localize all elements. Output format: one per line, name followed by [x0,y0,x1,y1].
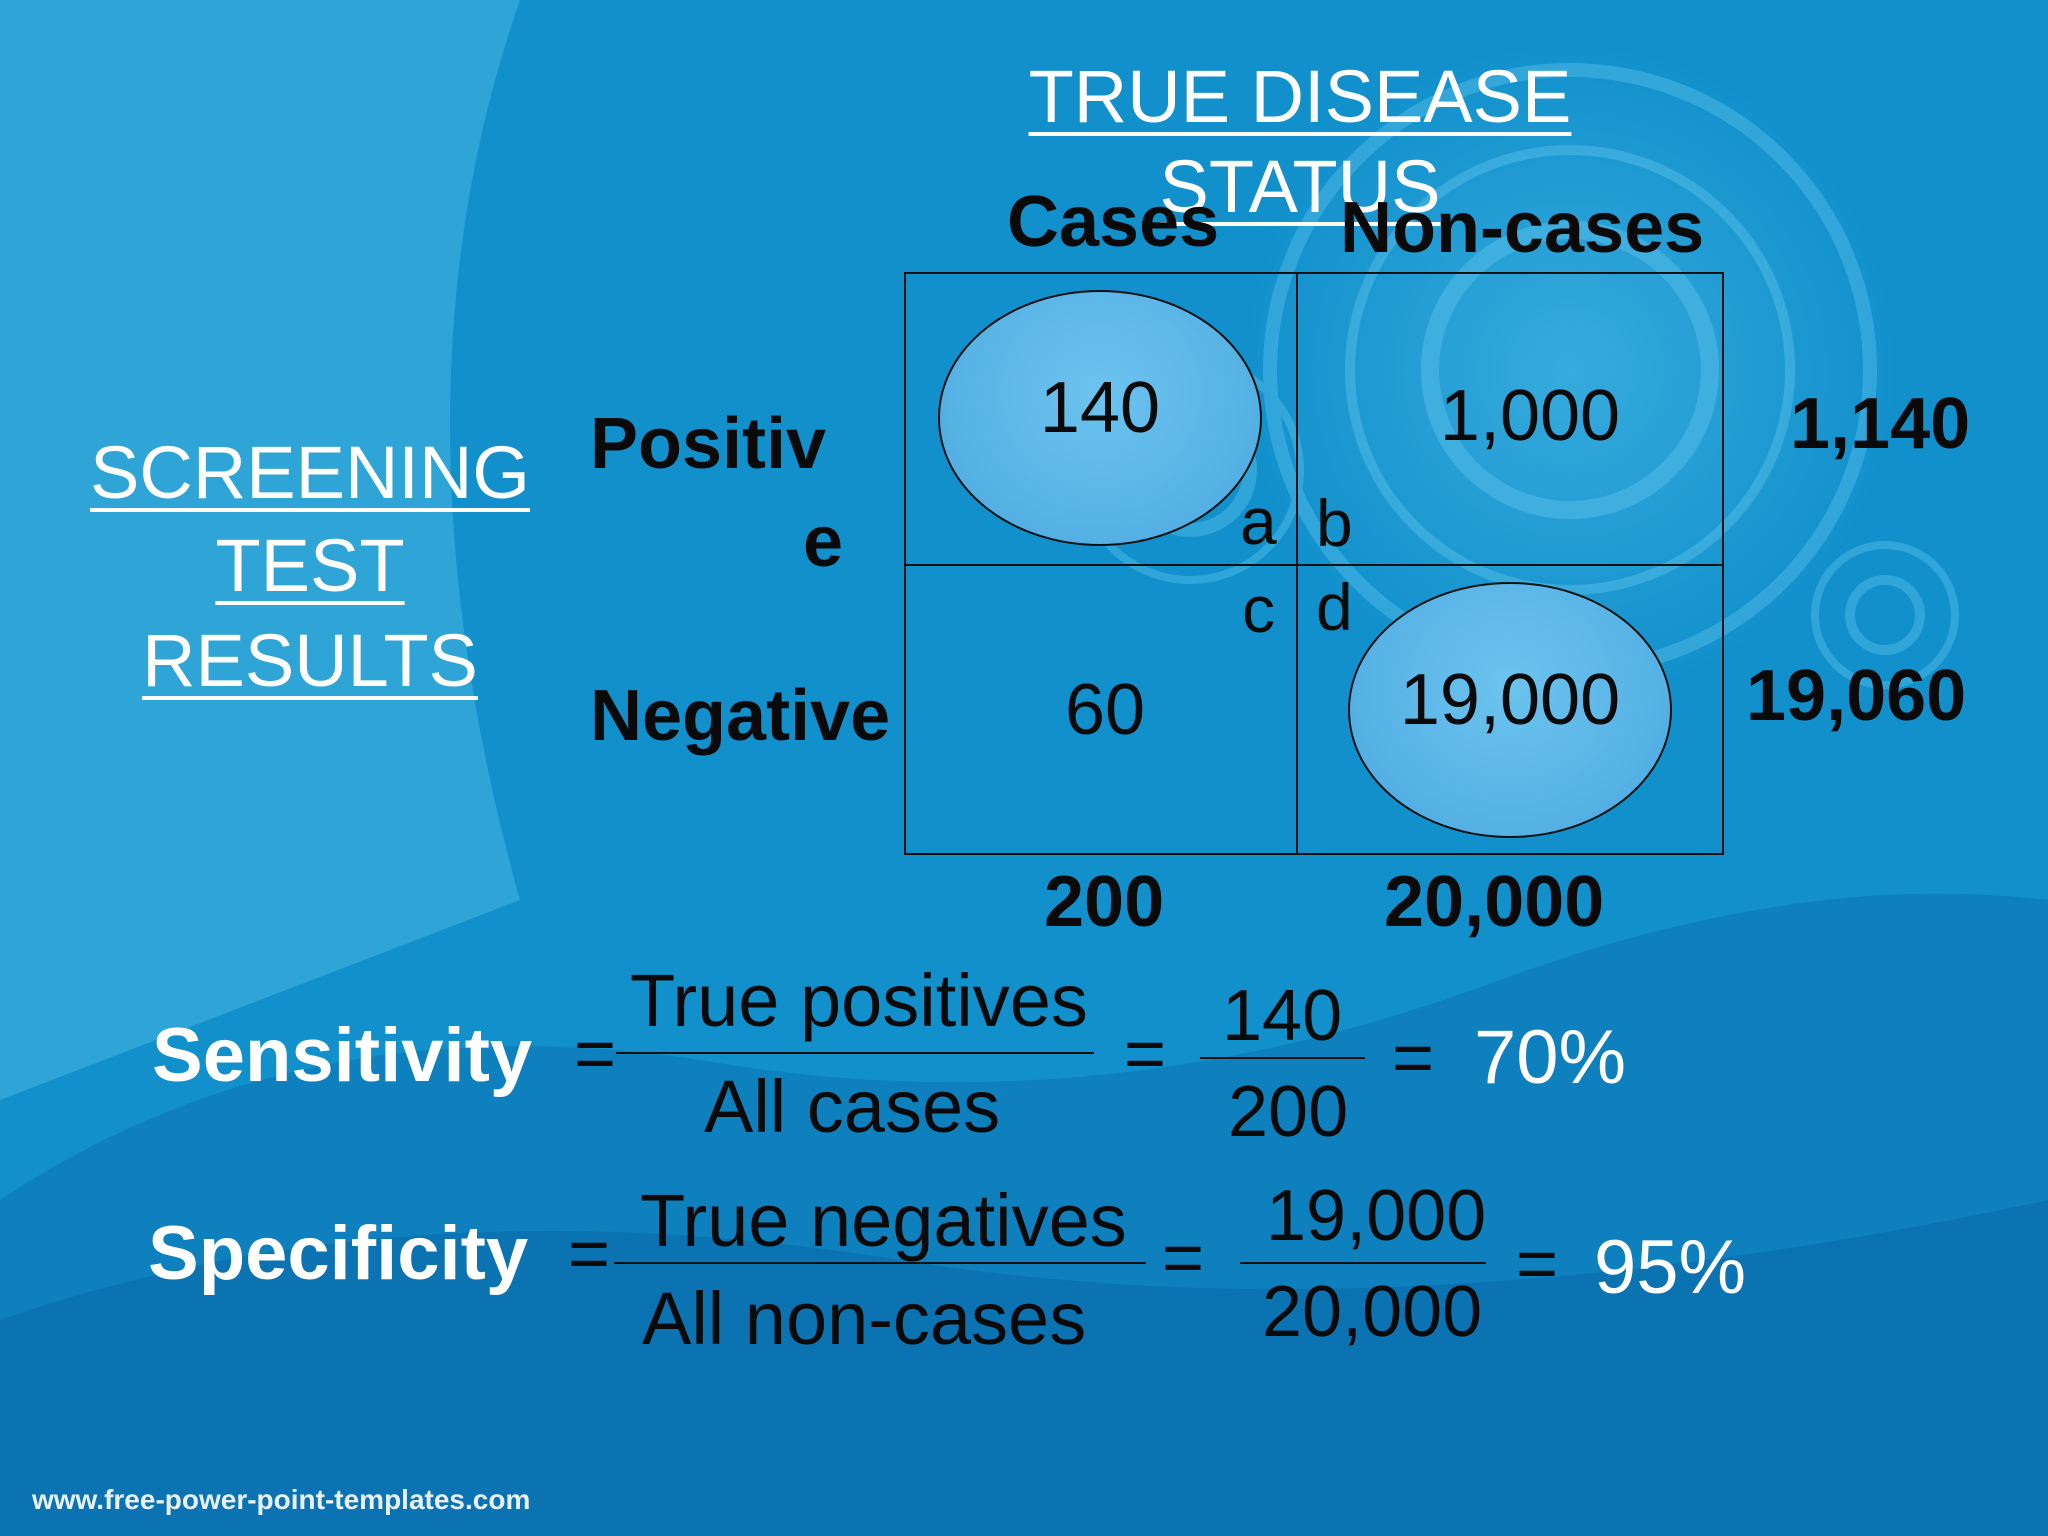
specificity-numerator-value: 19,000 [1266,1176,1487,1256]
sensitivity-result: 70% [1474,1015,1627,1100]
specificity-value-fraction-bar [1240,1262,1486,1264]
sensitivity-equals-3: = [1392,1018,1435,1098]
row-label-negative: Negative [590,676,891,756]
row-total-positive: 1,140 [1790,384,1971,464]
sensitivity-numerator-text: True positives [630,959,1088,1042]
specificity-label: Specificity [148,1211,529,1296]
cell-label-a: a [1240,484,1277,558]
specificity-equals-3: = [1516,1224,1559,1304]
specificity-result: 95% [1594,1225,1747,1310]
sensitivity-fraction-bar [616,1052,1094,1054]
true-disease-status-title-line2: STATUS [1159,145,1441,228]
sensitivity-label: Sensitivity [152,1013,533,1098]
column-header-non-cases: Non-cases [1340,188,1705,268]
true-disease-status-title-line1: TRUE DISEASE [1028,55,1572,138]
column-total-non-cases: 20,000 [1384,862,1605,942]
screening-test-results-line3: RESULTS [142,619,478,702]
row-total-negative: 19,060 [1746,656,1967,736]
cell-a-value: 140 [1039,368,1161,448]
footer-url: www.free-power-point-templates.com [32,1484,531,1515]
cell-label-b: b [1316,486,1353,560]
cell-label-d: d [1316,570,1353,644]
column-total-cases: 200 [1044,862,1165,942]
sensitivity-value-fraction-bar [1200,1057,1365,1059]
cell-c-value: 60 [1064,670,1146,750]
cell-b-value: 1,000 [1439,376,1621,456]
screening-test-results-line2: TEST [215,524,405,607]
specificity-numerator-text: True negatives [640,1179,1127,1262]
true-positive-highlight [938,290,1262,546]
specificity-denominator-text: All non-cases [642,1277,1087,1360]
specificity-equals-2: = [1162,1218,1205,1298]
sensitivity-numerator-value: 140 [1222,976,1343,1056]
sensitivity-denominator-text: All cases [704,1065,1001,1148]
specificity-equals-1: = [568,1214,611,1294]
row-label-positive-line1: Positiv [590,404,827,484]
row-label-positive-line2: e [803,502,844,582]
column-header-cases: Cases [1007,182,1220,262]
cell-label-c: c [1242,572,1275,646]
cell-d-value: 19,000 [1399,660,1621,740]
sensitivity-denominator-value: 200 [1228,1072,1349,1152]
screening-test-results-line1: SCREENING [90,431,530,514]
sensitivity-equals-1: = [574,1014,617,1094]
sensitivity-equals-2: = [1124,1014,1167,1094]
true-negative-highlight [1348,582,1672,838]
specificity-fraction-bar [614,1262,1146,1264]
specificity-denominator-value: 20,000 [1262,1272,1483,1352]
